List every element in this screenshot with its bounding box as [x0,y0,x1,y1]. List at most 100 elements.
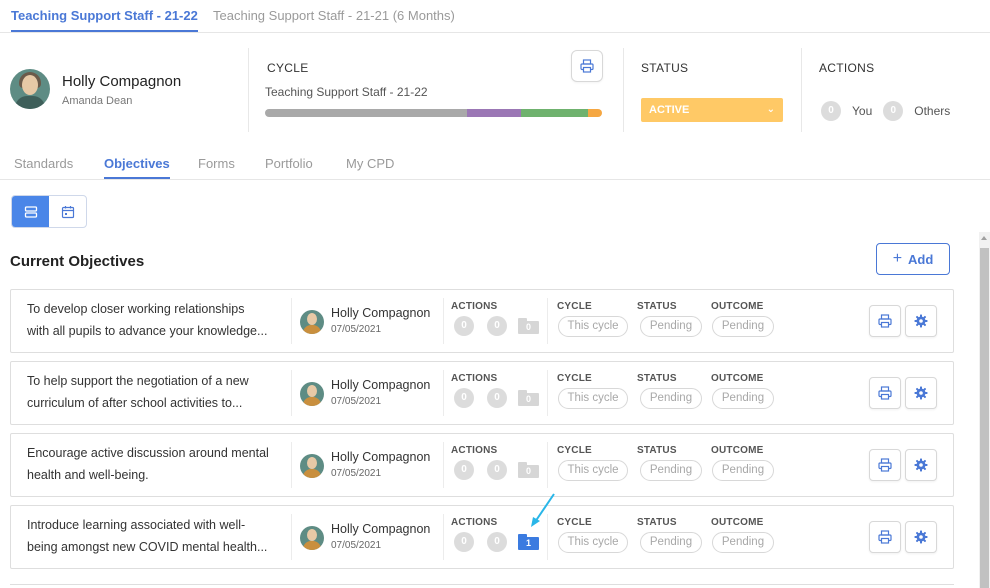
folder-icon[interactable]: 0 [518,318,539,334]
outcome-pill: Pending [712,316,774,337]
print-objective-button[interactable] [869,521,901,553]
cycle-column-label: CYCLE [557,517,592,528]
tab-cycle-21-22[interactable]: Teaching Support Staff - 21-22 [11,8,198,32]
status-dropdown[interactable]: ACTIVE ⌄ [641,98,783,122]
status-value: ACTIVE [649,104,690,116]
file-count: 0 [518,321,539,334]
outcome-column-label: OUTCOME [711,373,764,384]
printer-icon [878,386,892,400]
outcome-column-label: OUTCOME [711,517,764,528]
list-view-icon [24,205,37,218]
profile-avatar [10,69,50,109]
divider [443,298,444,344]
outcome-pill: Pending [712,532,774,553]
status-heading: STATUS [641,61,689,75]
objective-card[interactable]: To help support the negotiation of a new… [10,361,954,425]
folder-icon[interactable]: 0 [518,390,539,406]
objective-card[interactable]: Introduce learning associated with well-… [10,505,954,569]
file-count: 0 [518,465,539,478]
objective-settings-button[interactable] [905,521,937,553]
divider [443,514,444,560]
status-column-label: STATUS [637,373,677,384]
avatar [300,526,324,550]
status-pill: Pending [640,316,702,337]
action-count-badge: 0 [454,460,474,480]
actions-column-label: ACTIONS [451,445,498,456]
tab-my-cpd[interactable]: My CPD [346,156,395,171]
divider [623,48,624,132]
others-count-badge: 0 [883,101,904,121]
outcome-pill: Pending [712,460,774,481]
status-column-label: STATUS [637,517,677,528]
annotation-arrow-icon [531,493,555,527]
avatar [10,69,50,109]
objective-text-line: To develop closer working relationships [27,302,245,316]
divider [291,442,292,488]
divider [443,442,444,488]
calendar-view-button[interactable] [49,196,86,227]
plus-icon: + [892,250,903,267]
actions-counts: 0 You 0 Others [821,101,961,121]
folder-icon[interactable]: 0 [518,462,539,478]
tab-forms[interactable]: Forms [198,156,235,171]
file-count: 0 [518,393,539,406]
file-count: 1 [518,537,539,550]
add-objective-button[interactable]: + Add [876,243,950,275]
action-count-badge: 0 [487,460,507,480]
objective-date: 07/05/2021 [331,540,382,551]
folder-icon[interactable]: 1 [518,534,539,550]
objective-description: To develop closer working relationships … [27,298,289,342]
action-count-badge: 0 [454,388,474,408]
actions-column-label: ACTIONS [451,301,498,312]
print-objective-button[interactable] [869,377,901,409]
status-pill: Pending [640,460,702,481]
objective-text-line: To help support the negotiation of a new [27,374,249,388]
owner-name: Holly Compagnon [331,306,431,320]
actions-column-label: ACTIONS [451,517,498,528]
cycle-column-label: CYCLE [557,301,592,312]
outcome-column-label: OUTCOME [711,301,764,312]
cycle-pill: This cycle [558,388,628,409]
add-label: Add [908,251,934,267]
gear-icon [914,530,928,544]
tab-objectives[interactable]: Objectives [104,156,170,179]
objective-text-line: curriculum of after school activities to… [27,396,243,410]
printer-icon [878,530,892,544]
cycle-pill: This cycle [558,316,628,337]
objective-card[interactable]: To develop closer working relationships … [10,289,954,353]
divider [291,514,292,560]
print-objective-button[interactable] [869,305,901,337]
tab-cycle-21-21[interactable]: Teaching Support Staff - 21-21 (6 Months… [213,8,455,23]
list-view-button[interactable] [12,196,49,227]
outcome-pill: Pending [712,388,774,409]
action-count-badge: 0 [487,388,507,408]
tab-standards[interactable]: Standards [14,156,74,171]
profile-name: Holly Compagnon [62,73,182,90]
section-title: Current Objectives [10,253,145,270]
printer-icon [580,59,594,73]
gear-icon [914,458,928,472]
divider [547,514,548,560]
cycle-column-label: CYCLE [557,373,592,384]
divider [291,370,292,416]
action-count-badge: 0 [487,532,507,552]
objective-settings-button[interactable] [905,377,937,409]
objective-text-line: health and well-being. [27,468,149,482]
actions-column-label: ACTIONS [451,373,498,384]
print-objective-button[interactable] [869,449,901,481]
avatar [300,382,324,406]
cycle-name: Teaching Support Staff - 21-22 [265,85,428,99]
scroll-up-icon[interactable] [981,236,987,240]
progress-segment [521,109,589,117]
cycle-progress-bar [265,109,602,117]
owner-name: Holly Compagnon [331,522,431,536]
objective-card[interactable]: Encourage active discussion around menta… [10,433,954,497]
objective-text-line: Encourage active discussion around menta… [27,446,269,460]
objective-settings-button[interactable] [905,449,937,481]
print-cycle-button[interactable] [571,50,603,82]
objective-settings-button[interactable] [905,305,937,337]
tab-portfolio[interactable]: Portfolio [265,156,313,171]
calendar-icon [61,205,74,218]
scrollbar-thumb[interactable] [980,248,989,588]
cycle-column-label: CYCLE [557,445,592,456]
